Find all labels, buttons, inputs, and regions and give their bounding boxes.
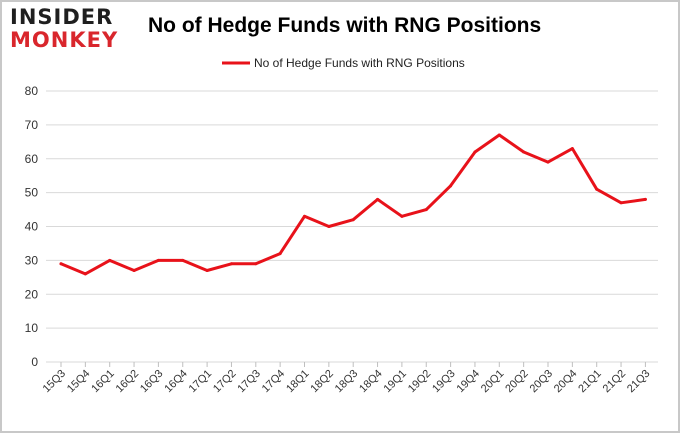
y-tick-label: 0 (31, 355, 38, 369)
data-point (522, 150, 526, 154)
data-point (473, 150, 477, 154)
logo-line-2: MONKEY (10, 28, 119, 52)
series-line-0 (59, 133, 647, 276)
data-point (59, 262, 63, 266)
series-layer (59, 133, 647, 276)
y-tick-label: 80 (25, 84, 39, 98)
data-point (278, 252, 282, 256)
data-point (254, 262, 258, 266)
data-point (229, 262, 233, 266)
data-point (181, 258, 185, 262)
x-tick-label: 20Q4 (552, 368, 580, 396)
x-tick-label: 18Q4 (357, 368, 385, 396)
x-tick-label: 16Q3 (138, 368, 166, 396)
x-tick-label: 17Q4 (260, 368, 288, 396)
insider-monkey-logo: INSIDER MONKEY (10, 6, 128, 52)
x-tick-label: 20Q3 (528, 368, 556, 396)
x-tick-label: 20Q1 (479, 368, 507, 396)
data-point (205, 269, 209, 273)
x-tick-label: 16Q2 (114, 368, 142, 396)
data-point (400, 214, 404, 218)
data-point (449, 184, 453, 188)
x-tick-label: 19Q4 (455, 368, 483, 396)
x-axis-ticks: 15Q315Q416Q116Q216Q316Q417Q117Q217Q317Q4… (41, 362, 653, 395)
x-tick-label: 19Q3 (430, 368, 458, 396)
x-tick-label: 18Q2 (308, 368, 336, 396)
x-tick-label: 18Q1 (284, 368, 312, 396)
x-tick-label: 21Q3 (625, 368, 653, 396)
x-tick-label: 20Q2 (503, 368, 531, 396)
logo-line-1: INSIDER (10, 5, 114, 29)
x-tick-label: 16Q1 (89, 368, 117, 396)
x-tick-label: 21Q1 (576, 368, 604, 396)
data-point (595, 187, 599, 191)
x-tick-label: 16Q4 (162, 368, 190, 396)
x-tick-label: 19Q1 (381, 368, 409, 396)
y-tick-label: 20 (25, 287, 39, 301)
x-tick-label: 17Q1 (187, 368, 215, 396)
data-point (156, 258, 160, 262)
chart-title: No of Hedge Funds with RNG Positions (148, 14, 542, 37)
x-tick-label: 18Q3 (333, 368, 361, 396)
y-tick-label: 50 (25, 186, 39, 200)
y-tick-label: 60 (25, 152, 39, 166)
y-axis-ticks: 0 10 20 30 40 50 60 70 80 (25, 84, 39, 369)
data-point (424, 208, 428, 212)
data-point (108, 258, 112, 262)
x-tick-label: 15Q3 (41, 368, 69, 396)
data-point (83, 272, 87, 276)
data-point (376, 197, 380, 201)
y-tick-label: 10 (25, 321, 39, 335)
x-tick-label: 17Q3 (235, 368, 263, 396)
data-point (351, 218, 355, 222)
legend: No of Hedge Funds with RNG Positions (222, 56, 465, 70)
data-point (327, 225, 331, 228)
data-point (619, 201, 623, 205)
data-point (303, 214, 306, 218)
legend-label: No of Hedge Funds with RNG Positions (254, 56, 465, 70)
x-tick-label: 15Q4 (65, 368, 93, 396)
x-tick-label: 17Q2 (211, 368, 239, 396)
data-point (546, 160, 550, 164)
y-tick-label: 40 (25, 220, 39, 234)
data-point (570, 147, 574, 151)
data-point (643, 197, 647, 201)
x-tick-label: 21Q2 (601, 368, 629, 396)
y-tick-label: 70 (25, 118, 39, 132)
y-tick-label: 30 (25, 253, 39, 267)
gridlines (46, 90, 658, 363)
x-tick-label: 19Q2 (406, 368, 434, 396)
data-point (132, 269, 136, 273)
data-point (497, 133, 501, 137)
